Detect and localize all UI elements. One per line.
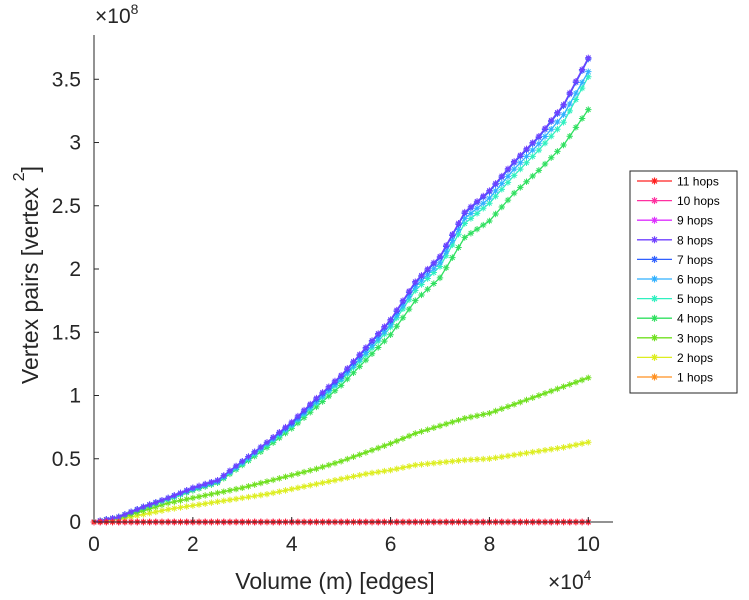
legend-label: 3 hops bbox=[677, 331, 713, 345]
x-multiplier-base: ×10 bbox=[548, 571, 584, 594]
x-tick-label: 6 bbox=[385, 533, 397, 556]
legend-swatch-marker bbox=[651, 373, 658, 381]
legend-label: 5 hops bbox=[677, 292, 713, 306]
x-tick-label: 8 bbox=[484, 533, 496, 556]
legend-item: 4 hops bbox=[637, 312, 713, 326]
legend-item: 9 hops bbox=[637, 214, 713, 228]
legend-item: 5 hops bbox=[637, 292, 713, 306]
legend-item: 10 hops bbox=[637, 194, 720, 208]
legend-label: 6 hops bbox=[677, 273, 713, 287]
x-axis-title: Volume (m) [edges] bbox=[235, 568, 434, 594]
legend-box bbox=[629, 170, 738, 394]
x-tick-label: 4 bbox=[286, 533, 298, 556]
legend-item: 7 hops bbox=[637, 253, 713, 267]
legend-swatch-marker bbox=[651, 314, 658, 322]
legend-label: 2 hops bbox=[677, 351, 713, 365]
y-tick-label: 3 bbox=[69, 132, 81, 155]
x-multiplier-exponent: 4 bbox=[584, 567, 592, 583]
legend-swatch-marker bbox=[651, 275, 658, 283]
legend-label: 9 hops bbox=[677, 214, 713, 228]
legend-item: 1 hops bbox=[637, 371, 713, 385]
legend-swatch-marker bbox=[651, 353, 658, 361]
legend-label: 10 hops bbox=[677, 194, 720, 208]
legend-swatch-marker bbox=[651, 255, 658, 263]
legend-swatch-marker bbox=[651, 334, 658, 342]
x-tick-label: 2 bbox=[187, 533, 199, 556]
y-multiplier-base: ×10 bbox=[95, 5, 131, 28]
plot-area: 0 2 4 6 8 10 0 0.5 1 1.5 2 2.5 3 3.5 bbox=[52, 35, 613, 556]
legend-swatch-marker bbox=[651, 236, 658, 244]
y-axis-title-close: ] bbox=[17, 166, 43, 172]
y-multiplier-exponent: 8 bbox=[131, 1, 139, 17]
legend-swatch-marker bbox=[651, 216, 658, 224]
legend-item: 6 hops bbox=[637, 273, 713, 287]
legend: 11 hops 10 hops 9 hops 8 hops 7 hops 6 hops 5 … bbox=[629, 170, 738, 394]
x-axis-multiplier: ×104 bbox=[548, 567, 592, 594]
y-axis-title: Vertex pairs [vertex 2] bbox=[11, 166, 43, 384]
y-tick-label: 2.5 bbox=[52, 195, 81, 218]
y-axis-multiplier: ×108 bbox=[95, 1, 139, 28]
legend-label: 11 hops bbox=[677, 175, 719, 189]
legend-item: 8 hops bbox=[637, 233, 713, 247]
legend-swatch-marker bbox=[651, 177, 658, 185]
y-axis-title-superscript: 2 bbox=[11, 172, 28, 181]
legend-items: 11 hops 10 hops 9 hops 8 hops 7 hops 6 hops 5 … bbox=[637, 175, 720, 385]
y-axis-title-main: Vertex pairs [vertex bbox=[17, 187, 43, 384]
legend-swatch-marker bbox=[651, 295, 658, 303]
x-tick-label: 10 bbox=[577, 533, 600, 556]
legend-item: 3 hops bbox=[637, 331, 713, 345]
y-tick-label: 1.5 bbox=[52, 321, 81, 344]
y-tick-label: 3.5 bbox=[52, 68, 81, 91]
y-tick-label: 0.5 bbox=[52, 448, 81, 471]
legend-item: 11 hops bbox=[637, 175, 719, 189]
legend-item: 2 hops bbox=[637, 351, 713, 365]
legend-label: 4 hops bbox=[677, 312, 713, 326]
legend-label: 7 hops bbox=[677, 253, 713, 267]
y-tick-label: 2 bbox=[69, 258, 81, 281]
ticks-layer: 0 2 4 6 8 10 0 0.5 1 1.5 2 2.5 3 3.5 bbox=[52, 68, 600, 556]
y-tick-label: 1 bbox=[69, 385, 81, 408]
legend-swatch-marker bbox=[651, 197, 658, 205]
y-tick-label: 0 bbox=[69, 511, 81, 534]
legend-label: 8 hops bbox=[677, 233, 713, 247]
legend-label: 1 hops bbox=[677, 371, 713, 385]
x-tick-label: 0 bbox=[88, 533, 100, 556]
series-2-hops bbox=[90, 439, 592, 526]
